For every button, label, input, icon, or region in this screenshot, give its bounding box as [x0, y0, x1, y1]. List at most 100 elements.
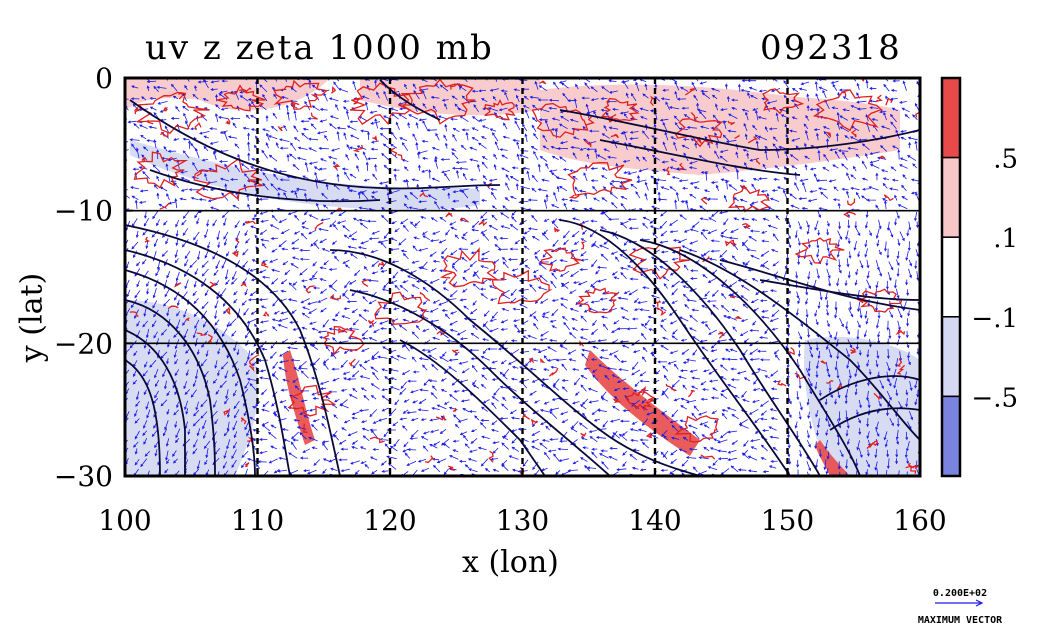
- wind-arrow: [380, 241, 387, 249]
- wind-arrow: [558, 123, 568, 130]
- wind-arrow: [545, 162, 549, 169]
- wind-arrow: [430, 217, 438, 222]
- wind-arrow: [866, 349, 870, 358]
- wind-arrow: [927, 479, 931, 488]
- wind-arrow: [214, 300, 219, 309]
- wind-arrow: [482, 348, 488, 355]
- wind-arrow: [630, 183, 638, 190]
- wind-arrow: [112, 136, 118, 140]
- wind-arrow: [492, 441, 500, 445]
- wind-arrow: [839, 126, 849, 133]
- wind-arrow: [371, 260, 380, 267]
- wind-arrow: [683, 264, 689, 271]
- wind-arrow: [616, 378, 627, 383]
- wind-arrow: [815, 319, 819, 326]
- wind-arrow: [703, 189, 710, 193]
- wind-arrow: [636, 156, 641, 162]
- wind-arrow: [402, 409, 409, 414]
- wind-arrow: [352, 387, 358, 393]
- wind-arrow: [389, 355, 400, 361]
- wind-arrow: [671, 300, 678, 304]
- wind-arrow: [620, 221, 628, 229]
- wind-arrow: [568, 489, 576, 492]
- zeta-wiggle: [141, 156, 147, 162]
- wind-arrow: [752, 320, 757, 326]
- wind-arrow: [827, 419, 831, 428]
- wind-arrow: [469, 178, 477, 182]
- wind-arrow: [190, 197, 199, 201]
- wind-arrow: [145, 78, 150, 82]
- wind-arrow: [270, 237, 279, 240]
- wind-arrow: [325, 345, 331, 352]
- wind-arrow: [342, 371, 350, 375]
- wind-arrow: [547, 358, 557, 362]
- wind-arrow: [674, 199, 678, 210]
- zeta-contour-20: [133, 151, 189, 189]
- wind-arrow: [383, 90, 388, 101]
- wind-arrow: [274, 67, 278, 71]
- wind-arrow: [828, 331, 832, 339]
- wind-arrow: [680, 86, 689, 92]
- wind-arrow: [151, 320, 157, 328]
- wind-arrow: [226, 321, 230, 328]
- wind-arrow: [105, 240, 109, 248]
- wind-arrow: [165, 163, 169, 171]
- wind-arrow: [720, 108, 728, 112]
- wind-arrow: [140, 134, 147, 140]
- wind-arrow: [850, 105, 859, 110]
- wind-arrow: [316, 131, 328, 135]
- wind-arrow: [402, 318, 410, 322]
- wind-arrow: [406, 411, 417, 415]
- wind-arrow: [868, 186, 879, 191]
- zeta-wiggle: [843, 211, 856, 218]
- wind-arrow: [752, 124, 758, 131]
- wind-arrow: [797, 331, 803, 340]
- wind-arrow: [753, 66, 758, 69]
- wind-arrow: [202, 489, 206, 495]
- wind-arrow: [378, 417, 388, 422]
- wind-arrow: [287, 211, 298, 215]
- zeta-wiggle: [700, 454, 716, 460]
- zeta-wiggle: [553, 226, 561, 233]
- wind-arrow: [642, 156, 647, 162]
- wind-arrow: [479, 287, 486, 291]
- wind-arrow: [855, 458, 859, 467]
- wind-arrow: [651, 135, 658, 139]
- wind-arrow: [174, 249, 178, 258]
- wind-arrow: [543, 451, 551, 460]
- wind-arrow: [551, 117, 560, 121]
- wind-arrow: [834, 361, 838, 371]
- wind-arrow: [262, 93, 268, 102]
- height-contour-2: [125, 224, 341, 476]
- wind-arrow: [668, 106, 680, 110]
- zeta-wiggle: [194, 121, 202, 131]
- wind-arrow: [551, 272, 558, 280]
- zeta-wiggle: [460, 217, 470, 223]
- wind-arrow: [387, 65, 390, 70]
- wind-arrow: [328, 284, 337, 292]
- wind-arrow: [671, 257, 679, 261]
- wind-arrow: [892, 79, 900, 83]
- wind-arrow: [481, 98, 488, 103]
- wind-arrow: [621, 344, 630, 349]
- wind-arrow: [175, 230, 179, 237]
- wind-arrow: [361, 330, 369, 337]
- wind-arrow: [196, 349, 200, 356]
- wind-arrow: [572, 152, 577, 159]
- wind-arrow: [450, 249, 458, 256]
- height-contour-9: [349, 289, 611, 476]
- wind-arrow: [337, 88, 349, 93]
- wind-arrow: [838, 267, 842, 274]
- wind-arrow: [291, 489, 296, 493]
- wind-arrow: [590, 358, 598, 362]
- wind-arrow: [711, 289, 719, 297]
- wind-arrow: [464, 443, 470, 449]
- height-contour-20: [819, 375, 920, 401]
- wind-arrow: [545, 425, 550, 431]
- wind-arrow: [156, 175, 160, 182]
- wind-arrow: [581, 96, 590, 100]
- wind-arrow: [500, 359, 507, 365]
- wind-arrow: [748, 408, 759, 415]
- wind-arrow: [514, 239, 520, 245]
- wind-arrow: [343, 477, 347, 481]
